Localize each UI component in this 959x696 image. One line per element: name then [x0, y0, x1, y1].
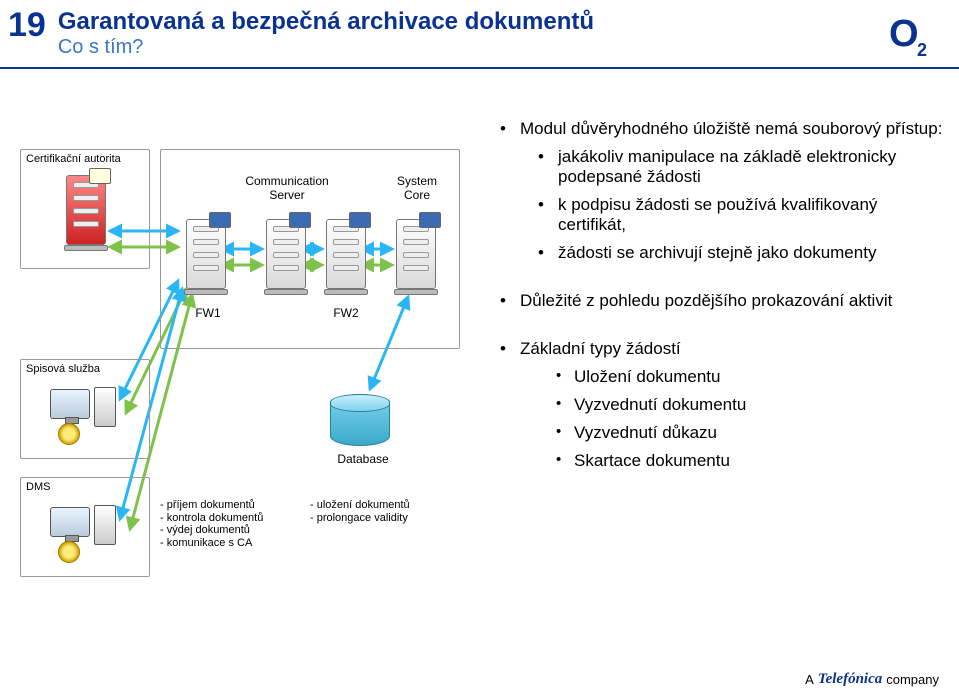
diagram: Certifikační autorita Spisová služba DMS Co… — [10, 89, 490, 629]
svg-text:2: 2 — [917, 40, 927, 60]
title-main: Garantovaná a bezpečná archivace dokumen… — [58, 8, 875, 36]
types-title: Základní typy žádostí Uložení dokumentu … — [500, 339, 949, 471]
diagram-box-label: DMS — [26, 481, 50, 494]
titles: Garantovaná a bezpečná archivace dokumen… — [58, 8, 875, 59]
diagram-label: Database — [328, 453, 398, 467]
footer-suffix: company — [886, 672, 939, 687]
intro-line: Modul důvěryhodného úložiště nemá soubor… — [500, 119, 949, 263]
svg-text:O: O — [889, 13, 919, 55]
diagram-label: Communication Server — [242, 175, 332, 203]
type-item: Skartace dokumentu — [556, 451, 949, 471]
diagram-label: FW2 — [326, 307, 366, 321]
diagram-list: - uložení dokumentů - prolongace validit… — [310, 499, 450, 524]
pc-icon — [50, 507, 90, 537]
mid-line: Důležité z pohledu pozdějšího prokazován… — [500, 291, 949, 311]
database-icon — [330, 394, 390, 446]
o2-logo: O 2 — [875, 12, 931, 67]
title-sub: Co s tím? — [58, 36, 875, 59]
intro-text: Modul důvěryhodného úložiště nemá soubor… — [520, 119, 942, 138]
footer: A Telefónica company — [805, 671, 939, 688]
diagram-box-label: Spisová služba — [26, 363, 100, 376]
diagram-box-label: Certifikační autorita — [26, 153, 121, 166]
cert-icon — [58, 541, 80, 563]
types-block: Základní typy žádostí Uložení dokumentu … — [500, 339, 949, 471]
o2-logo-svg: O 2 — [875, 12, 931, 62]
server-icon — [390, 219, 442, 295]
pc-icon — [50, 389, 90, 419]
diagram-list: - příjem dokumentů - kontrola dokumentů … — [160, 499, 300, 550]
mid-block: Důležité z pohledu pozdějšího prokazován… — [500, 291, 949, 311]
intro-items: jakákoliv manipulace na základě elektron… — [520, 147, 949, 263]
server-icon — [320, 219, 372, 295]
types-list: Uložení dokumentu Vyzvednutí dokumentu V… — [520, 367, 949, 471]
diagram-label: System Core — [382, 175, 452, 203]
intro-item: žádosti se archivují stejně jako dokumen… — [538, 243, 949, 263]
server-icon — [180, 219, 232, 295]
content: Modul důvěryhodného úložiště nemá soubor… — [490, 89, 949, 629]
intro-item: jakákoliv manipulace na základě elektron… — [538, 147, 949, 187]
server-icon — [60, 175, 112, 251]
cert-icon — [58, 423, 80, 445]
slide-number: 19 — [8, 6, 46, 45]
footer-brand: Telefónica — [818, 671, 882, 688]
slide-body: Certifikační autorita Spisová služba DMS Co… — [0, 69, 959, 629]
server-icon — [260, 219, 312, 295]
type-item: Vyzvednutí důkazu — [556, 423, 949, 443]
intro-block: Modul důvěryhodného úložiště nemá soubor… — [500, 119, 949, 263]
slide-header: 19 Garantovaná a bezpečná archivace doku… — [0, 0, 959, 69]
type-item: Vyzvednutí dokumentu — [556, 395, 949, 415]
diagram-label: FW1 — [188, 307, 228, 321]
footer-prefix: A — [805, 672, 814, 687]
intro-item: k podpisu žádosti se používá kvalifikova… — [538, 195, 949, 235]
type-item: Uložení dokumentu — [556, 367, 949, 387]
